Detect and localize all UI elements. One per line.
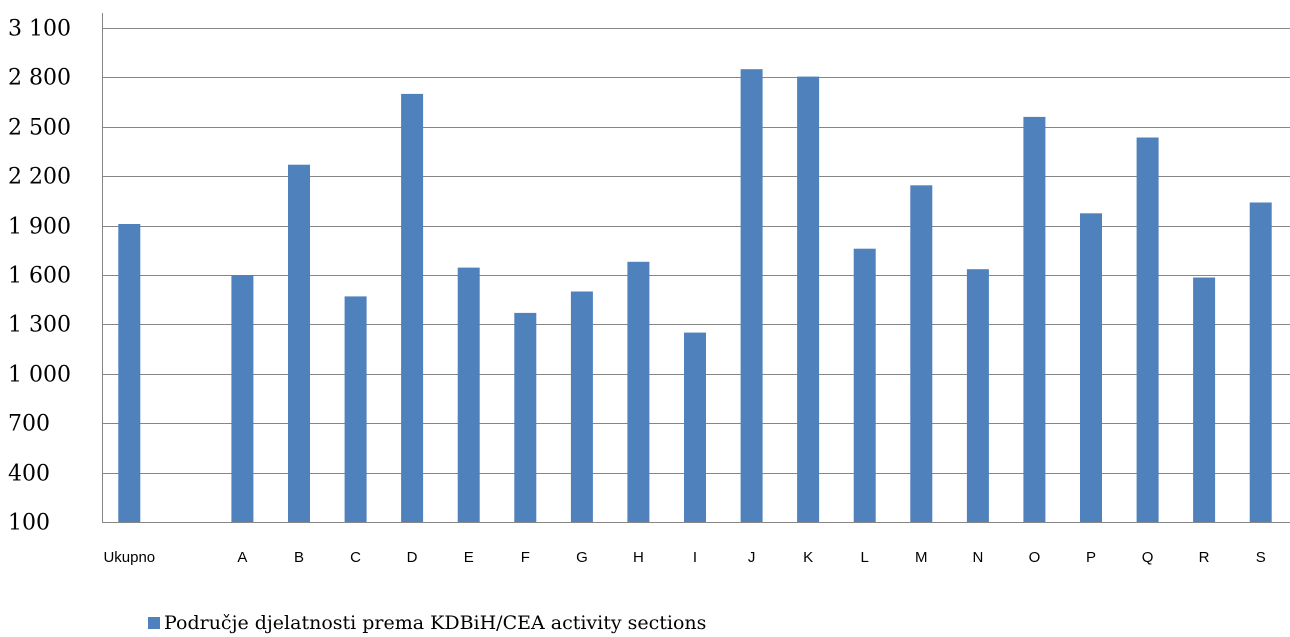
y-tick-label: 1 000 [8,363,71,388]
y-tick-label: 400 [8,462,50,487]
x-tick-label: J [748,549,756,566]
bar [910,185,933,523]
y-tick-label: 1 900 [8,215,71,240]
bar [966,269,989,522]
y-tick-label: 1 600 [8,264,71,289]
x-tick-label: O [1029,549,1041,566]
bar [1193,277,1216,522]
y-tick-label: 100 [8,511,50,536]
y-tick-label: 3 100 [8,17,71,42]
x-tick-label: I [693,549,697,566]
bar [457,267,480,522]
y-tick-label: 2 200 [8,165,71,190]
x-tick-label: M [915,549,928,566]
bar [627,261,650,522]
y-tick-label: 1 300 [8,313,71,338]
x-tick-label: Ukupno [103,549,155,566]
bar [1023,116,1046,523]
bar [514,312,537,522]
x-tick-label: H [633,549,644,566]
x-tick-label: F [521,549,530,566]
x-tick-label: C [350,549,361,566]
y-tick-label: 700 [8,412,50,437]
bar [118,224,141,522]
x-tick-label: N [972,549,983,566]
bar [1249,202,1272,522]
x-tick-label: Q [1142,549,1154,566]
y-tick-label: 2 800 [8,66,71,91]
bars [118,69,1272,523]
x-tick-label: B [294,549,304,566]
x-tick-label: G [576,549,588,566]
bar [288,164,310,522]
x-tick-label: D [407,549,418,566]
x-tick-label: P [1086,549,1096,566]
x-tick-label: K [803,549,813,566]
x-tick-label: E [464,549,474,566]
legend: Područje djelatnosti prema KDBiH/CEA act… [148,612,706,634]
x-tick-label: S [1256,549,1266,566]
bar [797,76,820,522]
bar [570,291,593,522]
x-tick-labels: Ukupno A B C D E F G H I J K L M N O P Q R S [103,549,1265,566]
legend-label: Područje djelatnosti prema KDBiH/CEA act… [164,612,707,634]
bar [684,332,706,522]
bar [1136,137,1159,522]
x-tick-label: L [861,549,869,566]
bar [1080,213,1102,523]
bar [344,296,367,522]
bar [231,275,254,522]
bar [401,93,424,523]
x-tick-label: R [1199,549,1210,566]
axes [102,13,1290,523]
y-tick-labels: 100 400 700 1 000 1 300 1 600 1 900 2 200 2 500 2… [8,17,71,536]
x-tick-label: A [237,549,247,566]
bar [740,69,763,522]
y-tick-label: 2 500 [8,116,71,141]
bar [853,248,876,522]
legend-swatch [148,617,160,629]
